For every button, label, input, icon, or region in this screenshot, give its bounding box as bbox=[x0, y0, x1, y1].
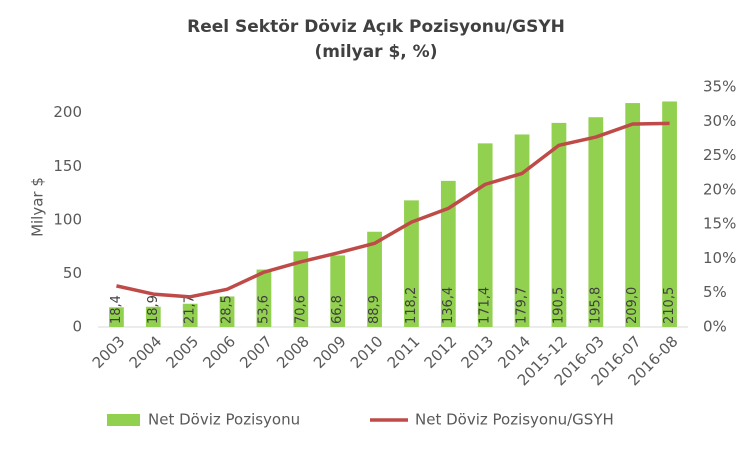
bar-value-label: 195,8 bbox=[588, 287, 603, 324]
y-tick-label: 50 bbox=[63, 264, 82, 282]
y-tick-label: 100 bbox=[53, 210, 82, 228]
y-axis-label: Milyar $ bbox=[29, 177, 47, 237]
x-tick-label: 2006 bbox=[199, 332, 239, 372]
x-tick-label: 2003 bbox=[89, 332, 129, 372]
legend-label: Net Döviz Pozisyonu/GSYH bbox=[415, 411, 614, 429]
y2-tick-label: 20% bbox=[703, 180, 736, 198]
x-tick-label: 2010 bbox=[347, 332, 387, 372]
y-tick-label: 0 bbox=[72, 318, 82, 336]
bar-value-label: 70,6 bbox=[293, 295, 308, 324]
legend-swatch bbox=[107, 414, 140, 426]
bar bbox=[477, 143, 493, 327]
bar bbox=[145, 306, 161, 327]
bar-value-label: 136,4 bbox=[441, 287, 456, 324]
bar bbox=[662, 101, 677, 327]
bar-value-label: 53,6 bbox=[256, 295, 271, 324]
y2-tick-label: 35% bbox=[703, 78, 736, 96]
chart-title: Reel Sektör Döviz Açık Pozisyonu/GSYH bbox=[187, 17, 565, 37]
legend-label: Net Döviz Pozisyonu bbox=[148, 411, 300, 429]
bar bbox=[293, 251, 309, 327]
bar-value-label: 179,7 bbox=[515, 287, 530, 324]
bar-value-label: 190,5 bbox=[551, 287, 566, 324]
bar bbox=[367, 231, 382, 327]
x-tick-label: 2004 bbox=[126, 332, 166, 372]
bar-value-label: 88,9 bbox=[367, 295, 382, 324]
bar bbox=[514, 134, 530, 327]
bar bbox=[109, 307, 124, 327]
y2-tick-label: 10% bbox=[703, 249, 736, 267]
x-tick-label: 2013 bbox=[457, 332, 497, 372]
x-tick-label: 2011 bbox=[384, 332, 424, 372]
bar-value-label: 28,5 bbox=[220, 295, 235, 324]
bar-value-label: 118,2 bbox=[404, 287, 419, 324]
bar bbox=[588, 117, 604, 327]
y2-tick-label: 25% bbox=[703, 146, 736, 164]
bar-value-label: 21,7 bbox=[183, 295, 198, 324]
bar bbox=[404, 200, 419, 327]
bar bbox=[182, 303, 198, 327]
x-tick-label: 2012 bbox=[421, 332, 461, 372]
bar-value-label: 18,4 bbox=[109, 295, 124, 324]
bar-value-label: 18,9 bbox=[146, 295, 161, 324]
bar bbox=[625, 103, 641, 327]
y-tick-label: 200 bbox=[53, 103, 82, 121]
bar bbox=[256, 269, 272, 327]
bar bbox=[330, 255, 346, 327]
x-tick-label: 2007 bbox=[236, 332, 276, 372]
line bbox=[116, 121, 670, 299]
y2-tick-label: 0% bbox=[703, 318, 727, 336]
chart-subtitle: (milyar $, %) bbox=[314, 42, 437, 62]
y-tick-label: 150 bbox=[53, 157, 82, 175]
y2-tick-label: 30% bbox=[703, 112, 736, 130]
bar bbox=[551, 122, 567, 328]
x-tick-label: 2008 bbox=[273, 332, 313, 372]
y2-tick-label: 15% bbox=[703, 215, 736, 233]
y2-tick-label: 5% bbox=[703, 283, 727, 301]
bar-value-label: 209,0 bbox=[625, 287, 640, 324]
bar-value-label: 171,4 bbox=[478, 287, 493, 324]
x-tick-label: 2009 bbox=[310, 332, 350, 372]
x-tick-label: 2005 bbox=[162, 332, 202, 372]
bar bbox=[440, 180, 456, 327]
bar bbox=[219, 296, 235, 327]
bar-value-label: 66,8 bbox=[330, 295, 345, 324]
bar-value-label: 210,5 bbox=[662, 287, 677, 324]
